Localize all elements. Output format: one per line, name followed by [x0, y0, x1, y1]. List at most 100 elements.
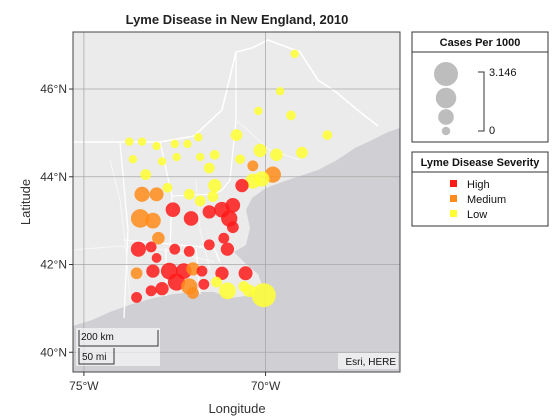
- scalebar: 200 km 50 mi: [76, 328, 160, 366]
- bubble-low: [238, 281, 250, 292]
- bubble-low: [209, 149, 220, 160]
- bubble-high: [218, 232, 230, 244]
- bubble-low: [203, 162, 215, 174]
- bubble-low: [195, 152, 205, 162]
- color-legend-swatch: [450, 195, 457, 202]
- attribution-background: [338, 353, 398, 369]
- bubble-high: [198, 278, 210, 290]
- bubble-low: [140, 169, 152, 181]
- size-legend-circles: [434, 62, 458, 136]
- bubble-high: [145, 241, 157, 253]
- bubble-low: [157, 157, 167, 166]
- bubble-high: [238, 266, 253, 281]
- bubble-high: [202, 205, 216, 219]
- bubble-low: [162, 182, 173, 193]
- bubble-low: [245, 173, 261, 189]
- bubble-medium: [134, 186, 150, 202]
- bubble-high: [226, 221, 239, 234]
- bubble-high: [203, 239, 215, 251]
- bubble-medium: [145, 212, 161, 229]
- bubble-high: [183, 245, 195, 257]
- bubble-low: [152, 141, 161, 151]
- x-tick-label: 70°W: [251, 379, 281, 393]
- size-legend-max-label: 3.146: [489, 67, 517, 79]
- bubble-low: [172, 152, 181, 162]
- size-legend-min-label: 0: [489, 125, 495, 137]
- scalebar-km-label: 200 km: [81, 332, 114, 343]
- bubbles: [125, 49, 333, 308]
- bubble-high: [151, 253, 162, 263]
- bubble-low: [254, 106, 263, 116]
- x-tick-label: 75°W: [69, 379, 99, 393]
- bubble-high: [196, 265, 208, 277]
- y-tick-label: 44°N: [40, 170, 67, 184]
- canada-border: [73, 39, 379, 143]
- color-legend-items: High Medium Low: [450, 179, 506, 221]
- basemap: [73, 32, 400, 372]
- bubble-low: [194, 133, 203, 142]
- bubble-high: [183, 211, 199, 226]
- scalebar-mi-line: [78, 348, 115, 365]
- x-axis-label: Longitude: [208, 401, 265, 416]
- size-legend-title: Cases Per 1000: [440, 37, 521, 49]
- bubble-low: [211, 276, 222, 288]
- map-frame: [72, 31, 401, 373]
- bubble-low: [270, 148, 283, 162]
- color-legend-label: Medium: [467, 194, 506, 206]
- bubble-low: [194, 195, 206, 207]
- bubble-low: [251, 283, 276, 308]
- bubble-medium: [152, 231, 165, 245]
- color-legend-box: [411, 151, 549, 227]
- size-legend-circle: [441, 126, 451, 136]
- bubble-low: [322, 130, 333, 140]
- bubble-high: [145, 285, 157, 297]
- bubble-high: [131, 291, 143, 303]
- bubble-low: [125, 137, 134, 146]
- bubble-low: [219, 282, 236, 300]
- y-axis-label: Latitude: [18, 179, 33, 225]
- y-tick-label: 42°N: [40, 258, 67, 272]
- y-ticks: 40°N 42°N 44°N 46°N: [40, 82, 73, 359]
- bubble-low: [208, 178, 222, 193]
- bubble-low: [128, 155, 138, 164]
- scalebar-km-line: [78, 330, 159, 347]
- size-legend-circle: [435, 87, 457, 109]
- bubble-medium: [187, 287, 199, 299]
- size-legend-box: [411, 31, 549, 143]
- bubble-low: [296, 146, 308, 159]
- color-legend-title: Lyme Disease Severity: [421, 157, 541, 169]
- bubble-high: [146, 264, 160, 278]
- bubble-high: [155, 281, 169, 296]
- bubble-high: [160, 262, 178, 280]
- bubble-low: [183, 188, 195, 200]
- color-legend-label: Low: [467, 209, 487, 221]
- bubble-medium: [130, 267, 143, 280]
- chart-title: Lyme Disease in New England, 2010: [126, 12, 349, 27]
- y-tick-label: 40°N: [40, 345, 67, 359]
- bubble-medium: [130, 209, 150, 228]
- bubble-low: [275, 87, 285, 96]
- bubble-low: [170, 139, 179, 149]
- bubble-medium: [247, 160, 259, 172]
- color-legend-swatch: [450, 180, 457, 187]
- bubble-low: [230, 129, 243, 141]
- bubble-low: [290, 49, 299, 59]
- y-tick-label: 46°N: [40, 82, 67, 96]
- scalebar-background: [76, 328, 160, 366]
- bubble-low: [137, 137, 147, 146]
- bubble-low: [286, 110, 296, 121]
- scalebar-mi-label: 50 mi: [82, 352, 106, 363]
- bubble-low: [183, 139, 192, 149]
- bubble-medium: [149, 187, 164, 202]
- bubble-high: [220, 242, 235, 256]
- x-ticks: 75°W 70°W: [69, 372, 281, 393]
- bubble-high: [225, 197, 241, 213]
- color-legend-swatch: [450, 210, 457, 217]
- bubble-high: [215, 266, 229, 280]
- size-legend-bracket: [478, 71, 485, 132]
- color-legend-label: High: [467, 179, 490, 191]
- land-mass: [73, 32, 400, 326]
- bubble-high: [165, 202, 181, 217]
- color-legend: Lyme Disease Severity High Medium Low: [411, 151, 549, 227]
